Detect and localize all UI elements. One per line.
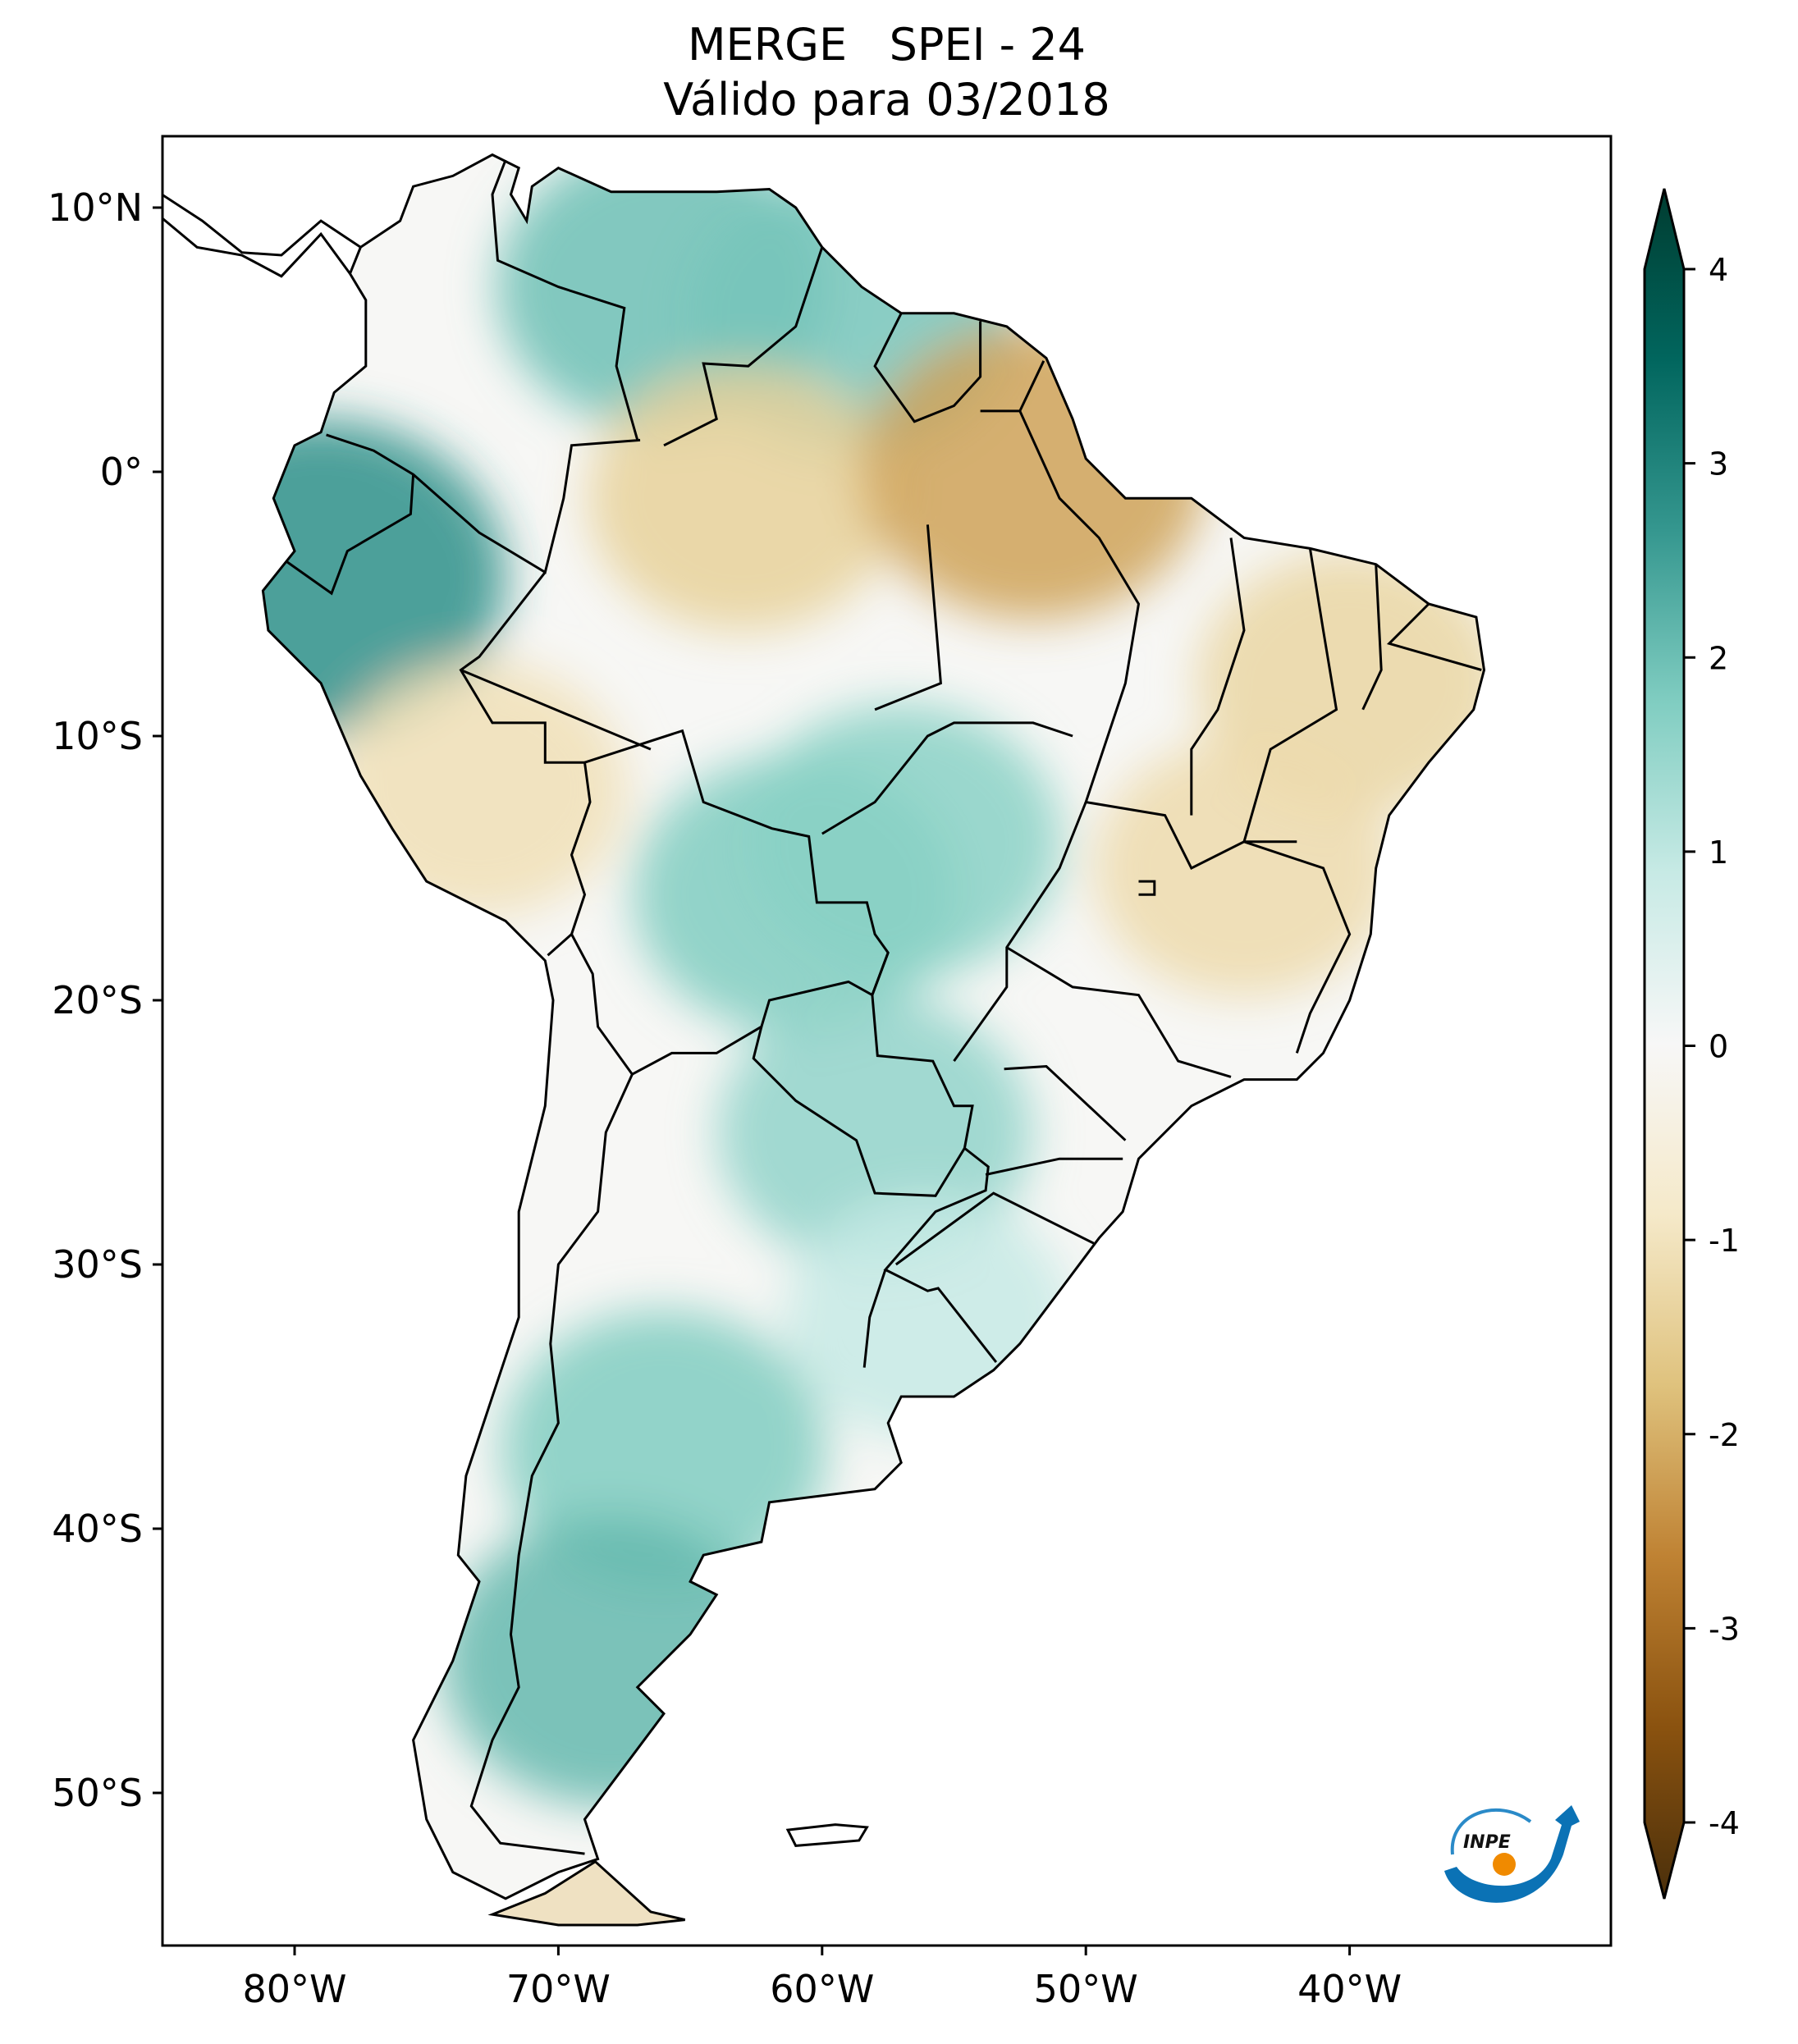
colorbar: 4 3 2 1 0 -1 -2 -3 -4 xyxy=(1643,188,1740,1900)
country-border xyxy=(1243,840,1352,1054)
country-border xyxy=(1190,537,1246,816)
country-border xyxy=(874,524,942,711)
colorbar-ticks: 4 3 2 1 0 -1 -2 -3 -4 xyxy=(1684,252,1740,1841)
country-border xyxy=(1004,1064,1127,1141)
colorbar-tick-label: -2 xyxy=(1709,1417,1740,1453)
colorbar-tick-label: 2 xyxy=(1709,640,1728,676)
x-tick-label: 70°W xyxy=(506,1967,611,2011)
logo-sun-icon xyxy=(1493,1853,1516,1876)
country-border xyxy=(1242,548,1338,843)
colorbar-gradient xyxy=(1643,188,1686,1900)
colorbar-tick-label: 4 xyxy=(1709,252,1728,288)
country-border xyxy=(821,721,1073,835)
y-tick-label: 40°S xyxy=(52,1507,143,1551)
chart-subtitle: Válido para 03/2018 xyxy=(663,74,1110,126)
x-axis: 80°W 70°W 60°W 50°W 40°W xyxy=(242,1946,1402,2011)
country-border xyxy=(1006,946,1232,1078)
coastline xyxy=(261,153,1486,1900)
spei-region xyxy=(741,704,1062,980)
falkland-islands xyxy=(785,1823,869,1847)
country-border xyxy=(985,1157,1123,1176)
colorbar-tick-label: -3 xyxy=(1709,1611,1740,1647)
country-border xyxy=(953,801,1087,1062)
spei-region xyxy=(1094,738,1395,998)
x-tick-label: 50°W xyxy=(1034,1967,1138,2011)
y-tick-label: 30°S xyxy=(52,1242,143,1287)
country-border xyxy=(286,474,415,596)
country-borders xyxy=(286,159,1482,1855)
country-border xyxy=(1018,410,1297,871)
chart-title: MERGE SPEI - 24 xyxy=(687,19,1087,71)
colorbar-tick-label: -4 xyxy=(1709,1805,1740,1841)
x-tick-label: 80°W xyxy=(242,1967,346,2011)
country-border xyxy=(752,1026,966,1197)
y-axis: 10°N 0° 10°S 20°S 30°S 40°S 50°S xyxy=(48,185,162,1815)
y-tick-label: 10°N xyxy=(48,185,143,230)
country-border xyxy=(873,313,982,423)
country-border xyxy=(862,1269,887,1368)
y-tick-label: 0° xyxy=(100,450,143,494)
spei-region xyxy=(588,364,899,632)
spei-region xyxy=(785,1194,1071,1441)
map-frame xyxy=(161,135,1613,1947)
logo-arrow-icon xyxy=(1444,1805,1580,1903)
x-tick-label: 60°W xyxy=(770,1967,874,2011)
tierra-del-fuego xyxy=(487,1859,686,1927)
colorbar-tick-label: -1 xyxy=(1709,1223,1740,1259)
spei-region xyxy=(263,419,506,736)
country-border xyxy=(1386,602,1482,671)
country-border xyxy=(894,1191,1095,1266)
x-tick-label: 40°W xyxy=(1297,1967,1402,2011)
map-area xyxy=(162,153,1486,1927)
logo-text: INPE xyxy=(1463,1832,1511,1853)
y-tick-label: 20°S xyxy=(52,978,143,1022)
colorbar-tick-label: 3 xyxy=(1709,446,1728,482)
country-border xyxy=(326,159,641,574)
y-tick-label: 50°S xyxy=(52,1771,143,1815)
colorbar-tick-label: 1 xyxy=(1709,835,1728,871)
spei-region xyxy=(860,324,1206,620)
y-tick-label: 10°S xyxy=(52,714,143,758)
country-border xyxy=(459,571,592,957)
country-border xyxy=(1361,564,1383,711)
inpe-logo: INPE xyxy=(1444,1805,1580,1903)
country-border xyxy=(663,246,824,447)
country-border xyxy=(469,1073,634,1855)
country-border xyxy=(460,669,652,751)
country-border xyxy=(1138,880,1156,896)
country-border xyxy=(871,952,998,1364)
spei-region xyxy=(441,1515,781,1807)
logo-orbit-icon xyxy=(1450,1808,1532,1855)
central-america-coast xyxy=(162,193,362,278)
colorbar-tick-label: 0 xyxy=(1709,1029,1728,1065)
